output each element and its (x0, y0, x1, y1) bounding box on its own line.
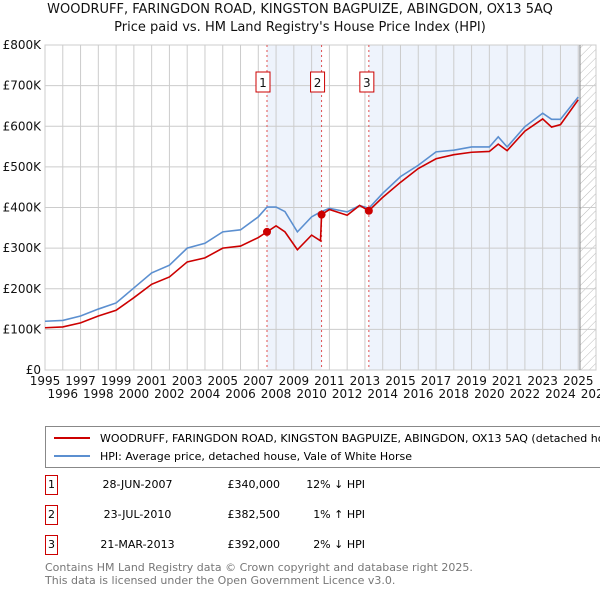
chart-subtitle: Price paid vs. HM Land Registry's House … (114, 20, 486, 35)
transaction-hpi-diff: 2% ↓ HPI (313, 538, 365, 551)
transaction-hpi-diff: 1% ↑ HPI (313, 508, 365, 521)
legend: WOODRUFF, FARINGDON ROAD, KINGSTON BAGPU… (45, 426, 600, 468)
transaction-number: 1 (45, 475, 58, 495)
x-tick-label: 2011 (314, 374, 345, 388)
x-tick-label: 1996 (48, 387, 79, 401)
x-tick-label: 2018 (439, 387, 470, 401)
x-tick-label: 2008 (261, 387, 292, 401)
x-tick-label: 2014 (367, 387, 398, 401)
x-tick-label: 2016 (403, 387, 434, 401)
y-tick-label: £700K (3, 79, 43, 93)
x-tick-label: 2015 (385, 374, 416, 388)
chart-title: WOODRUFF, FARINGDON ROAD, KINGSTON BAGPU… (47, 2, 553, 17)
x-tick-label: 2020 (474, 387, 505, 401)
x-tick-label: 2026 (581, 387, 600, 401)
x-tick-label: 2017 (421, 374, 452, 388)
transaction-price: £382,500 (227, 508, 281, 521)
transaction-date: 21-MAR-2013 (100, 538, 175, 551)
x-tick-label: 1997 (65, 374, 96, 388)
x-tick-label: 2009 (279, 374, 310, 388)
x-tick-label: 2010 (296, 387, 327, 401)
x-tick-label: 2024 (545, 387, 576, 401)
x-tick-label: 2002 (154, 387, 185, 401)
plot-frame (44, 44, 597, 371)
y-tick-label: £600K (3, 119, 43, 133)
x-tick-label: 2012 (332, 387, 363, 401)
transaction-date: 23-JUL-2010 (103, 508, 172, 521)
y-tick-label: £200K (3, 282, 43, 296)
transaction-price: £340,000 (227, 478, 281, 491)
legend-label: WOODRUFF, FARINGDON ROAD, KINGSTON BAGPU… (100, 431, 600, 445)
y-tick-label: £500K (3, 160, 43, 174)
legend-item-property: WOODRUFF, FARINGDON ROAD, KINGSTON BAGPU… (54, 430, 600, 446)
y-tick-label: £400K (3, 201, 43, 215)
transaction-number: 2 (45, 505, 58, 525)
legend-swatch (54, 437, 90, 439)
x-tick-label: 2013 (350, 374, 381, 388)
sale-label-box (310, 71, 326, 93)
x-tick-label: 2000 (119, 387, 150, 401)
transaction-hpi-diff: 12% ↓ HPI (306, 478, 365, 491)
x-tick-label: 2007 (243, 374, 274, 388)
footer-line: Contains HM Land Registry data © Crown c… (45, 561, 473, 574)
legend-swatch (54, 455, 90, 457)
sale-label: 1 (259, 76, 267, 90)
footer: Contains HM Land Registry data © Crown c… (45, 561, 473, 587)
transaction-number: 3 (45, 535, 58, 555)
transaction-price: £392,000 (227, 538, 281, 551)
x-tick-label: 2019 (456, 374, 487, 388)
x-tick-label: 2004 (190, 387, 221, 401)
y-tick-label: £800K (3, 38, 43, 52)
sale-point (262, 227, 271, 236)
x-tick-label: 1995 (30, 374, 61, 388)
x-tick-label: 2005 (207, 374, 238, 388)
sale-label: 2 (314, 76, 322, 90)
x-tick-label: 2025 (563, 374, 594, 388)
sale-point (317, 210, 326, 219)
sale-label-box (255, 71, 271, 93)
y-tick-label: £0 (26, 363, 41, 377)
x-tick-label: 2023 (527, 374, 558, 388)
x-tick-label: 2003 (172, 374, 203, 388)
plot-area: 1995199619971998199920002001200220032004… (3, 38, 600, 401)
transaction-date: 28-JUN-2007 (102, 478, 173, 491)
legend-label: HPI: Average price, detached house, Vale… (100, 449, 412, 463)
footer-line: This data is licensed under the Open Gov… (45, 574, 396, 587)
legend-item-hpi: HPI: Average price, detached house, Vale… (54, 448, 412, 464)
y-tick-label: £300K (3, 241, 43, 255)
x-tick-label: 2001 (136, 374, 167, 388)
x-tick-label: 2006 (225, 387, 256, 401)
series-line (44, 99, 579, 329)
sale-point (364, 206, 373, 215)
x-tick-label: 1999 (101, 374, 132, 388)
x-tick-label: 1998 (83, 387, 114, 401)
sale-label: 3 (363, 76, 371, 90)
sale-label-box (359, 71, 375, 93)
y-tick-label: £100K (3, 322, 43, 336)
x-tick-label: 2021 (492, 374, 523, 388)
x-tick-label: 2022 (510, 387, 541, 401)
